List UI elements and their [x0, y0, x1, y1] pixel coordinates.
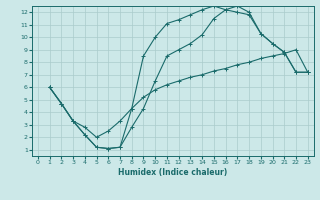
X-axis label: Humidex (Indice chaleur): Humidex (Indice chaleur): [118, 168, 228, 177]
